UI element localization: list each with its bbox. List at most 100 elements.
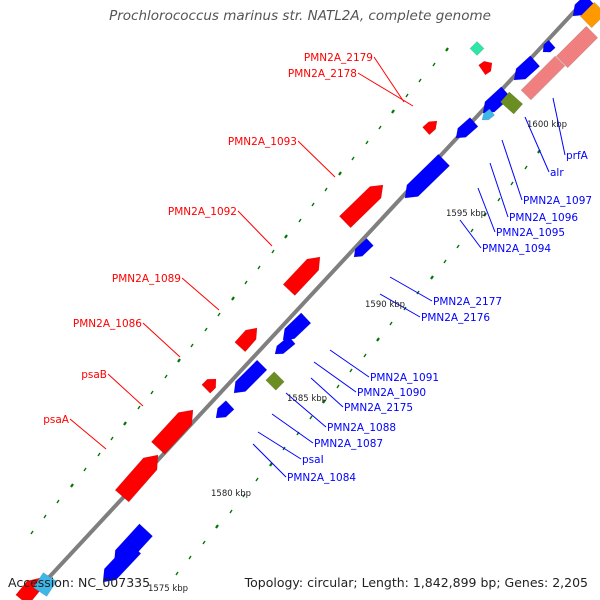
- gene-reverse-lower-2: [102, 542, 142, 583]
- reverse-gene-leader: [477, 187, 496, 233]
- tick-mark: [271, 249, 275, 254]
- tick-mark: [175, 571, 179, 576]
- tick-mark: [244, 280, 248, 285]
- tick-mark: [164, 374, 168, 379]
- gene-PMN2A_1086: [201, 378, 217, 394]
- reverse-gene-leader: [524, 116, 550, 173]
- tick-mark: [242, 493, 246, 498]
- tick-mark: [97, 452, 101, 457]
- forward-gene-leader: [69, 418, 107, 450]
- tick-mark: [43, 514, 47, 519]
- tick-mark: [430, 275, 434, 280]
- tick-mark: [123, 421, 127, 426]
- tick-mark: [324, 187, 328, 192]
- tick-mark: [83, 467, 87, 472]
- reverse-gene-leader: [252, 443, 287, 478]
- gene-PMN2A_1090: [274, 335, 296, 355]
- tick-mark: [231, 296, 235, 301]
- forward-gene-leader: [357, 72, 414, 107]
- reverse-gene-leader: [313, 361, 357, 393]
- feature-green-upper: [499, 91, 524, 115]
- reverse-gene-label: PMN2A_2175: [344, 402, 413, 414]
- tick-mark: [524, 165, 528, 170]
- reverse-gene-leader: [459, 219, 482, 249]
- forward-gene-label: PMN2A_1086: [73, 318, 142, 330]
- scale-label: 1590 kbp: [365, 300, 405, 310]
- tick-mark: [351, 156, 355, 161]
- feature-rna: [469, 41, 485, 56]
- tick-mark: [349, 368, 353, 373]
- accession-label: Accession: NC_007335: [8, 575, 151, 590]
- gene-psaB: [150, 409, 194, 455]
- scale-labels: 1575 kbp 1580 kbp 1585 kbp 1590 kbp 1595 kbp…: [148, 120, 567, 594]
- reverse-gene-leader: [329, 349, 370, 378]
- reverse-gene-label: alr: [550, 167, 564, 179]
- reverse-gene-label: PMN2A_1094: [482, 243, 551, 255]
- reverse-gene-leader: [257, 431, 302, 460]
- forward-gene-leader: [142, 322, 181, 358]
- tick-mark: [137, 405, 141, 410]
- tick-mark: [215, 524, 219, 529]
- tick-marks: [30, 47, 541, 576]
- tick-mark: [510, 181, 514, 186]
- tick-mark: [376, 337, 380, 342]
- forward-gene-leader: [237, 210, 273, 247]
- tick-mark: [298, 218, 302, 223]
- gene-psaA: [114, 454, 159, 503]
- forward-gene-label: PMN2A_1092: [168, 206, 237, 218]
- gene-PMN2A_2178: [422, 120, 438, 136]
- tick-mark: [309, 415, 313, 420]
- feature-pink-1: [520, 55, 566, 101]
- reverse-gene-label: prfA: [566, 150, 589, 162]
- gene-PMN2A_1092: [282, 256, 321, 296]
- label-leader-lines: [69, 56, 566, 478]
- tick-mark: [445, 47, 449, 52]
- forward-gene-label: PMN2A_1093: [228, 136, 297, 148]
- reverse-gene-label: PMN2A_1096: [509, 212, 578, 224]
- scale-label: 1575 kbp: [148, 584, 188, 594]
- tick-mark: [497, 197, 501, 202]
- gene-PMN2A_1093: [338, 184, 384, 229]
- tick-mark: [389, 321, 393, 326]
- forward-gene-label: psaA: [43, 414, 70, 426]
- feature-light-blue: [481, 108, 495, 121]
- tick-mark: [365, 140, 369, 145]
- feature-layer: [15, 0, 600, 600]
- tick-mark: [255, 477, 259, 482]
- gene-PMN2A_1088: [233, 359, 268, 394]
- forward-gene-label: PMN2A_2179: [304, 52, 373, 64]
- reverse-gene-label: psaI: [302, 454, 324, 466]
- tick-mark: [338, 171, 342, 176]
- reverse-gene-label: PMN2A_1084: [287, 472, 356, 484]
- topology-label: Topology: circular; Length: 1,842,899 bp…: [244, 575, 588, 590]
- tick-mark: [70, 483, 74, 488]
- tick-mark: [188, 555, 192, 560]
- tick-mark: [363, 353, 367, 358]
- reverse-gene-leader: [379, 293, 421, 318]
- tick-mark: [432, 62, 436, 67]
- tick-mark: [391, 109, 395, 114]
- feature-orange: [579, 1, 600, 29]
- tick-mark: [311, 202, 315, 207]
- tick-mark: [56, 499, 60, 504]
- tick-mark: [177, 358, 181, 363]
- feature-labels: PMN2A_2179 PMN2A_2178 PMN2A_1093 PMN2A_1092…: [43, 52, 592, 484]
- forward-gene-leader: [107, 373, 144, 407]
- tick-mark: [229, 509, 233, 514]
- scale-label: 1585 kbp: [287, 394, 327, 404]
- tick-mark: [378, 125, 382, 130]
- tick-mark: [202, 540, 206, 545]
- reverse-gene-label: PMN2A_2177: [433, 296, 502, 308]
- tick-mark: [257, 265, 261, 270]
- tick-mark: [405, 93, 409, 98]
- tick-mark: [284, 234, 288, 239]
- tick-mark: [456, 244, 460, 249]
- gene-PMN2A_2177: [353, 237, 374, 258]
- reverse-gene-leader: [489, 162, 509, 218]
- forward-gene-leader: [181, 277, 220, 311]
- gene-PMN2A_1094: [404, 153, 451, 199]
- gene-PMN2A_2179: [478, 60, 493, 76]
- reverse-gene-leader: [501, 139, 523, 201]
- tick-mark: [217, 312, 221, 317]
